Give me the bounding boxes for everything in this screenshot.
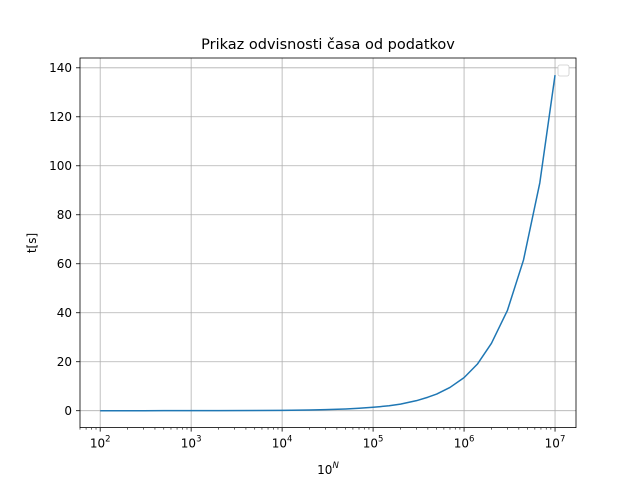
x-tick-label-base: 10 (272, 437, 287, 451)
grid-lines (80, 58, 576, 428)
y-tick-label: 100 (49, 159, 72, 173)
x-tick-label-base: 10 (90, 437, 105, 451)
y-tick-label: 40 (57, 306, 72, 320)
series-layer (100, 75, 556, 412)
x-tick-label: 106 (454, 435, 475, 451)
y-tick-label: 0 (64, 404, 72, 418)
x-tick-label-base: 10 (363, 437, 378, 451)
y-tick-label: 80 (57, 208, 72, 222)
x-tick-label-base: 10 (454, 437, 469, 451)
x-tick-label-exp: 4 (287, 435, 292, 445)
x-tick-label-exp: 6 (469, 435, 474, 445)
y-tick-label: 20 (57, 355, 72, 369)
x-axis: 102 103 104 105 106 107 (79, 427, 566, 451)
y-tick-label: 140 (49, 61, 72, 75)
x-tick-label-exp: 2 (105, 435, 110, 445)
legend-box (557, 64, 570, 77)
y-axis: 0 20 40 60 80 100 120 140 (49, 61, 80, 418)
x-tick-label: 104 (272, 435, 293, 451)
x-tick-label: 102 (90, 435, 111, 451)
x-tick-label-exp: 5 (378, 435, 383, 445)
x-tick-label-base: 10 (545, 437, 560, 451)
x-axis-label-base: 10 (317, 463, 332, 477)
plot-frame (79, 57, 577, 429)
y-tick-label: 120 (49, 110, 72, 124)
chart-title: Prikaz odvisnosti časa od podatkov (201, 37, 455, 53)
x-tick-label-exp: 7 (560, 435, 565, 445)
x-tick-label: 103 (181, 435, 202, 451)
x-tick-label: 107 (545, 435, 566, 451)
x-axis-label-exp: N (332, 461, 339, 471)
y-axis-label: t[s] (25, 233, 39, 253)
x-tick-label-base: 10 (181, 437, 196, 451)
series-line (100, 75, 556, 412)
x-tick-label-exp: 3 (196, 435, 201, 445)
x-axis-label: 10N (317, 461, 339, 477)
y-tick-label: 60 (57, 257, 72, 271)
x-tick-label: 105 (363, 435, 384, 451)
